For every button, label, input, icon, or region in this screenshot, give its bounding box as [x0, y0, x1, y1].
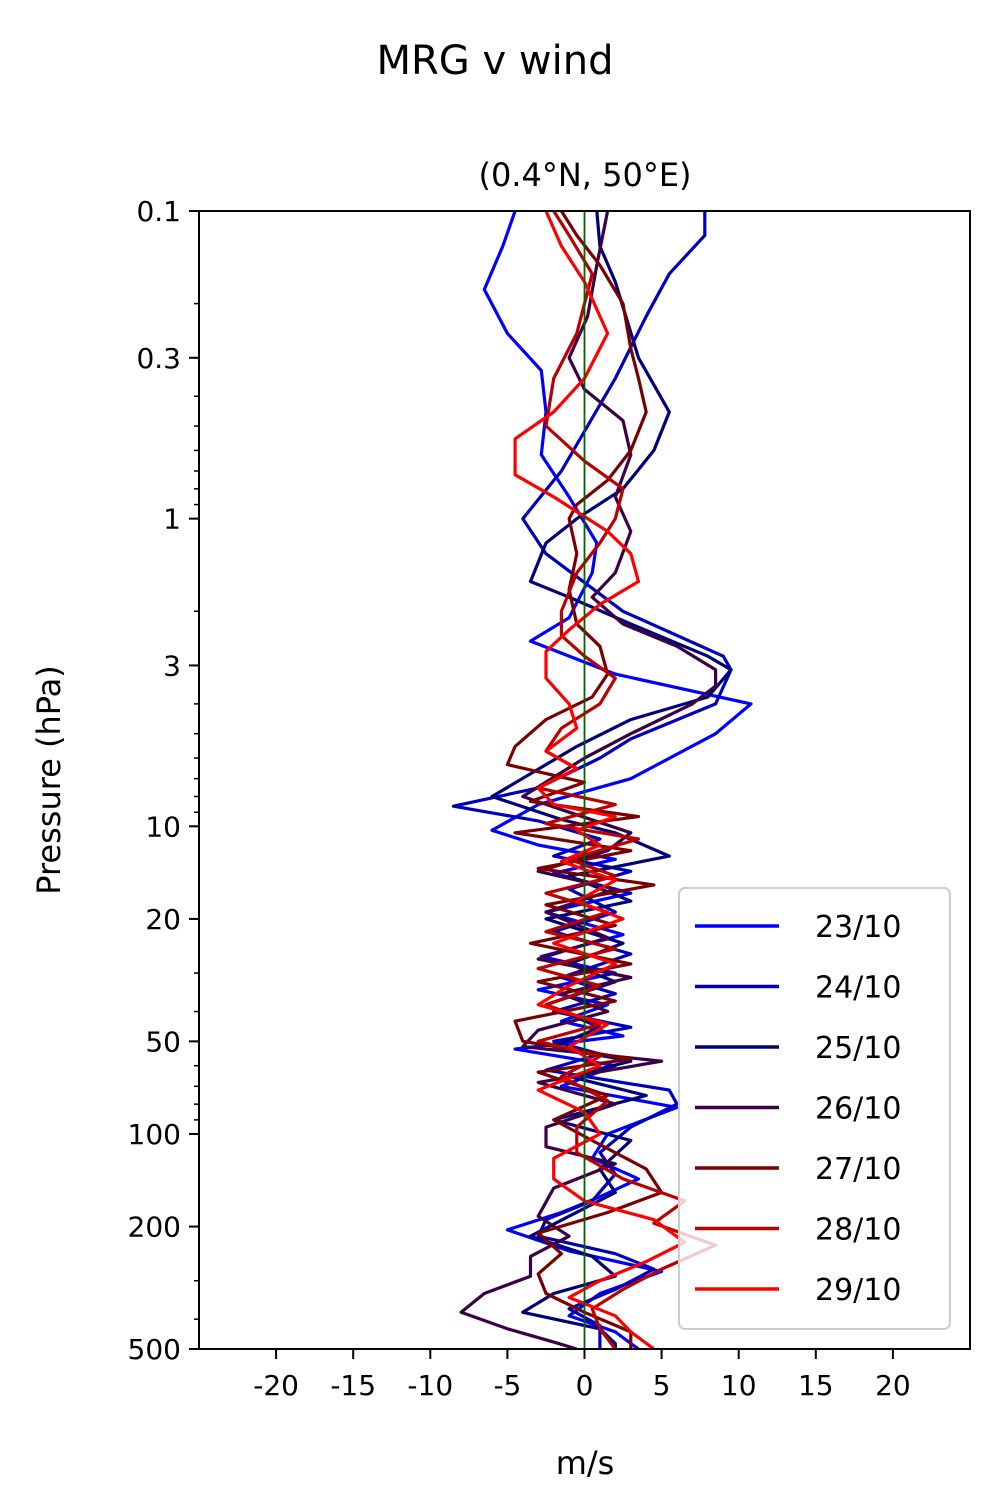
series-line-28-10 [536, 211, 718, 1349]
series-line-29-10 [513, 211, 687, 1349]
legend-label: 23/10 [815, 910, 901, 945]
y-tick-label: 10 [145, 810, 181, 843]
chart-title: (0.4°N, 50°E) [478, 156, 691, 194]
legend: 23/10 24/10 25/10 26/10 27/10 28/10 29/10 [678, 887, 951, 1330]
y-tick-label: 0.3 [136, 342, 181, 375]
legend-label: 24/10 [815, 971, 901, 1006]
y-tick-label: 500 [128, 1333, 181, 1366]
y-axis-label: Pressure (hPa) [30, 665, 68, 895]
y-tick-label: 100 [128, 1118, 181, 1151]
y-tick-label: 1 [163, 503, 181, 536]
y-tick-label: 20 [145, 903, 181, 936]
x-tick-label: 15 [798, 1369, 834, 1402]
legend-label: 25/10 [815, 1031, 901, 1066]
legend-label: 29/10 [815, 1273, 901, 1308]
plot-area: -20 -15 -10 -5 0 5 10 15 20 0.1 0.3 1 3 10 20 50 100 200 5… [128, 195, 971, 1402]
x-tick-label: -20 [253, 1369, 299, 1402]
x-tick-label: -10 [407, 1369, 453, 1402]
y-tick-label: 200 [128, 1211, 181, 1244]
legend-box [678, 887, 951, 1330]
x-tick-label: -5 [493, 1369, 521, 1402]
y-tick-label: 0.1 [136, 195, 181, 228]
figure-suptitle: MRG v wind [377, 38, 614, 84]
x-tick-label: 0 [576, 1369, 594, 1402]
legend-label: 28/10 [815, 1213, 901, 1248]
x-tick-label: 5 [653, 1369, 671, 1402]
series-line-25-10 [490, 211, 733, 1349]
series-line-26-10 [459, 211, 718, 1349]
legend-label: 26/10 [815, 1092, 901, 1127]
y-tick-label: 50 [145, 1025, 181, 1058]
x-tick-label: 10 [721, 1369, 757, 1402]
x-tick-label: 20 [875, 1369, 911, 1402]
x-tick-label: -15 [330, 1369, 376, 1402]
y-tick-label: 3 [163, 649, 181, 682]
legend-label: 27/10 [815, 1152, 901, 1187]
x-axis-label: m/s [556, 1444, 615, 1482]
